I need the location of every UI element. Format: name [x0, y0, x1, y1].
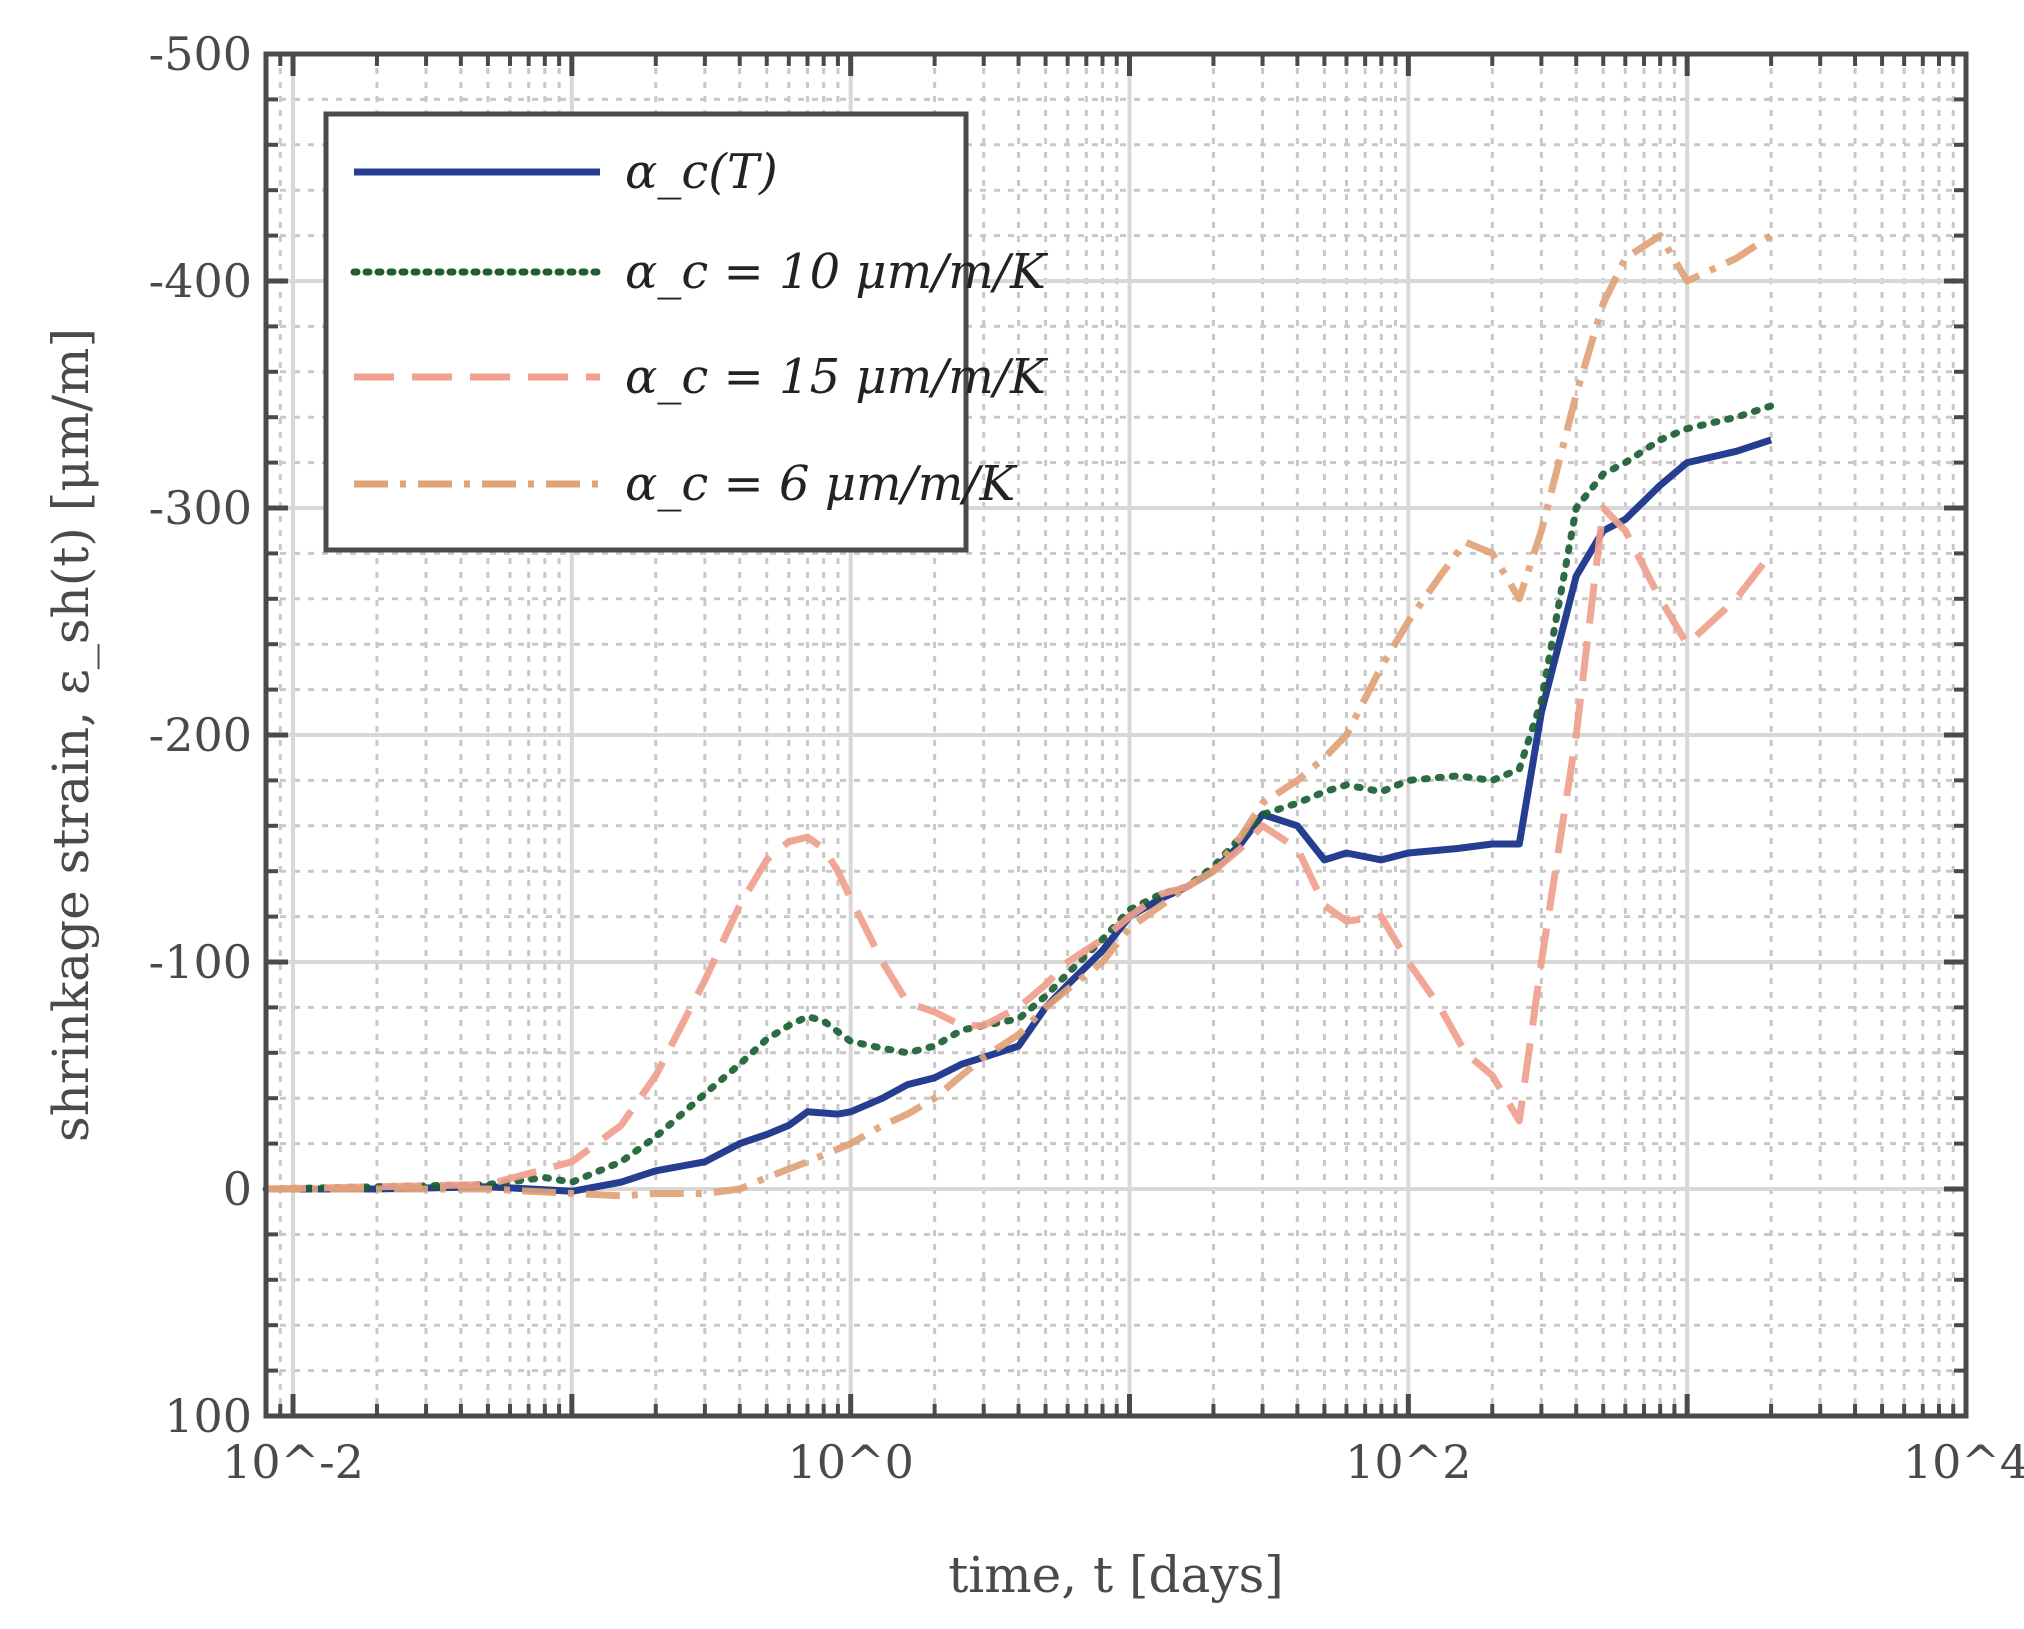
y-tick-label: -200: [149, 708, 252, 762]
y-tick-label: 100: [164, 1389, 252, 1443]
legend-label-3: α_c = 15 μm/m/K: [625, 349, 1049, 405]
y-tick-label: -300: [149, 481, 252, 535]
legend-label-2: α_c = 10 μm/m/K: [625, 244, 1049, 300]
series-layer: [262, 232, 1775, 1200]
series-line-2: [262, 402, 1775, 1193]
series-line-4: [266, 232, 1774, 1200]
legend-label-4: α_c = 6 μm/m/K: [625, 456, 1018, 512]
legend-box: [323, 111, 969, 553]
y-tick-label: -100: [149, 935, 252, 989]
legend: α_c(T) α_c = 10 μm/m/K α_c = 15 μm/m/K α…: [323, 111, 1049, 553]
legend-label-1: α_c(T): [625, 144, 778, 200]
series-line-3: [265, 504, 1774, 1193]
x-tick-labels: 10^-2 10^0 10^2 10^4: [222, 1435, 2024, 1489]
y-tick-label: -400: [149, 254, 252, 308]
x-tick-label: 10^2: [1345, 1435, 1471, 1489]
x-axis-label: time, t [days]: [948, 1546, 1284, 1604]
y-tick-labels: -500 -400 -300 -200 -100 0 100: [149, 27, 252, 1443]
plot-frame: [263, 51, 1969, 1419]
x-tick-label: 10^-2: [222, 1435, 364, 1489]
y-tick-label: -500: [149, 27, 252, 81]
x-tick-label: 10^0: [788, 1435, 914, 1489]
x-tick-label: 10^4: [1903, 1435, 2024, 1489]
y-axis-label: shrinkage strain, ε_sh(t) [μm/m]: [42, 328, 100, 1142]
y-tick-label: 0: [223, 1162, 252, 1216]
series-line-1: [266, 436, 1773, 1195]
